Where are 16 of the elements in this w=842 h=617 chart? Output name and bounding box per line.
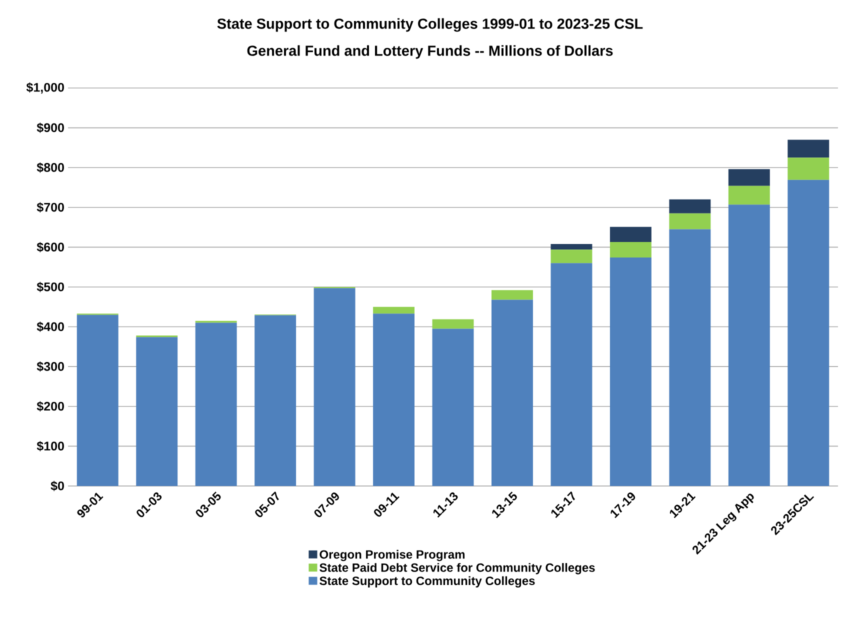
legend-label: State Support to Community Colleges	[320, 576, 535, 588]
y-tick-label: $800	[36, 162, 64, 173]
y-tick-label: $300	[36, 361, 64, 372]
chart-subtitle: General Fund and Lottery Funds -- Millions of Dollars	[247, 45, 613, 59]
y-tick-label: $700	[36, 202, 64, 212]
y-tick-label: $0	[50, 480, 64, 492]
y-tick-label: $100	[36, 441, 64, 452]
y-tick-label: $500	[36, 282, 64, 292]
y-tick-label: $900	[36, 122, 64, 133]
y-tick-label: $200	[36, 401, 64, 412]
y-tick-label: $400	[36, 322, 64, 332]
chart-title: State Support to Community Colleges 1999-01 to 2023-25 CSL	[217, 18, 643, 32]
legend-label: State Paid Debt Service for Community Colleges	[320, 563, 595, 574]
y-tick-label: $600	[36, 242, 64, 252]
y-tick-label: $1,000	[26, 82, 64, 94]
legend-label: Oregon Promise Program	[320, 550, 465, 562]
